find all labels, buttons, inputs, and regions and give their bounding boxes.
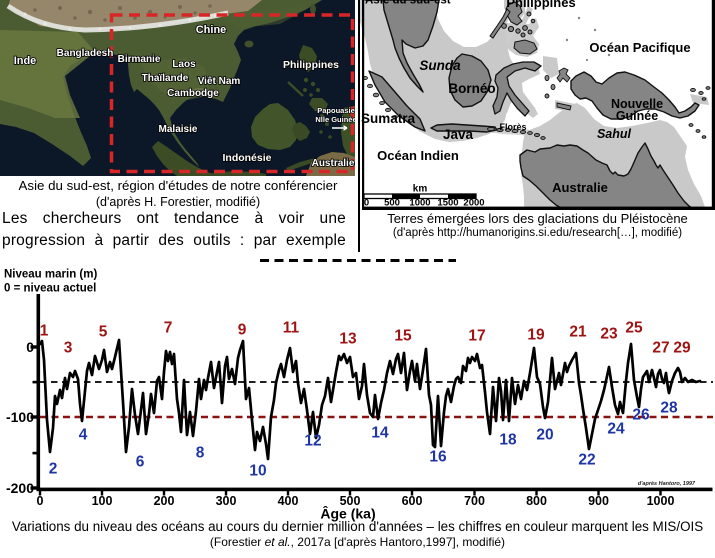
svg-text:13: 13 bbox=[339, 331, 357, 348]
svg-text:22: 22 bbox=[578, 452, 595, 469]
svg-text:14: 14 bbox=[371, 425, 389, 442]
svg-text:Nlle Guinée: Nlle Guinée bbox=[315, 115, 355, 124]
svg-text:Sahul: Sahul bbox=[597, 127, 632, 141]
svg-text:8: 8 bbox=[196, 445, 205, 462]
svg-text:0: 0 bbox=[37, 494, 44, 508]
svg-text:16: 16 bbox=[429, 449, 447, 466]
svg-text:-100: -100 bbox=[6, 409, 34, 425]
svg-text:Guinée: Guinée bbox=[616, 109, 658, 123]
svg-text:5: 5 bbox=[99, 324, 108, 341]
svg-text:Bangladesh: Bangladesh bbox=[57, 48, 114, 59]
svg-text:6: 6 bbox=[136, 454, 145, 471]
svg-text:800: 800 bbox=[526, 494, 547, 508]
svg-text:Chine: Chine bbox=[196, 24, 227, 36]
svg-text:28: 28 bbox=[660, 400, 678, 417]
svg-text:Viêt Nam: Viêt Nam bbox=[198, 76, 241, 87]
svg-text:km: km bbox=[413, 184, 428, 195]
svg-text:Philippines: Philippines bbox=[283, 59, 339, 71]
svg-text:900: 900 bbox=[588, 494, 609, 508]
svg-text:0: 0 bbox=[26, 339, 34, 355]
svg-text:9: 9 bbox=[238, 322, 247, 339]
svg-text:2000: 2000 bbox=[463, 198, 484, 209]
svg-text:21: 21 bbox=[569, 324, 587, 341]
svg-text:600: 600 bbox=[402, 494, 423, 508]
svg-text:1000: 1000 bbox=[409, 198, 430, 209]
svg-text:500: 500 bbox=[384, 198, 400, 209]
svg-text:26: 26 bbox=[632, 407, 650, 424]
svg-text:11: 11 bbox=[283, 320, 300, 337]
svg-text:4: 4 bbox=[79, 427, 88, 444]
svg-text:Sumatra: Sumatra bbox=[361, 111, 416, 126]
svg-text:18: 18 bbox=[499, 432, 517, 449]
svg-text:Océan Pacifique: Océan Pacifique bbox=[589, 40, 690, 55]
svg-text:700: 700 bbox=[464, 494, 485, 508]
svg-text:Sunda: Sunda bbox=[419, 58, 461, 73]
svg-text:1000: 1000 bbox=[647, 494, 675, 508]
svg-text:12: 12 bbox=[304, 433, 321, 450]
svg-text:400: 400 bbox=[278, 494, 299, 508]
svg-text:3: 3 bbox=[64, 340, 73, 357]
svg-text:Birmanie: Birmanie bbox=[118, 54, 161, 65]
svg-text:300: 300 bbox=[216, 494, 237, 508]
svg-text:Nouvelle: Nouvelle bbox=[611, 97, 663, 111]
svg-text:25: 25 bbox=[625, 320, 643, 337]
svg-text:2: 2 bbox=[49, 461, 58, 478]
svg-text:Âge (ka): Âge (ka) bbox=[320, 505, 375, 522]
svg-text:20: 20 bbox=[536, 427, 553, 444]
svg-text:Australie: Australie bbox=[552, 180, 608, 195]
svg-text:100: 100 bbox=[92, 494, 113, 508]
svg-text:1500: 1500 bbox=[437, 198, 458, 209]
svg-text:Niveau marin (m): Niveau marin (m) bbox=[4, 269, 97, 281]
svg-text:7: 7 bbox=[164, 320, 173, 337]
svg-text:1: 1 bbox=[40, 323, 49, 340]
svg-text:29: 29 bbox=[673, 340, 691, 357]
svg-text:0: 0 bbox=[364, 198, 369, 209]
svg-text:Inde: Inde bbox=[14, 55, 37, 67]
svg-text:-200: -200 bbox=[6, 480, 34, 496]
svg-text:23: 23 bbox=[600, 326, 618, 343]
svg-text:17: 17 bbox=[468, 328, 485, 345]
svg-text:0 = niveau actuel: 0 = niveau actuel bbox=[4, 283, 96, 295]
svg-text:Malaisie: Malaisie bbox=[159, 124, 198, 135]
svg-text:Laos: Laos bbox=[172, 59, 196, 70]
svg-text:Indonésie: Indonésie bbox=[222, 152, 271, 164]
svg-text:200: 200 bbox=[154, 494, 175, 508]
svg-text:Asie du sud-est: Asie du sud-est bbox=[365, 0, 451, 7]
svg-text:Florès: Florès bbox=[499, 122, 526, 132]
svg-text:Thaïlande: Thaïlande bbox=[142, 73, 189, 84]
svg-text:Philippines: Philippines bbox=[506, 0, 575, 10]
svg-text:27: 27 bbox=[652, 340, 669, 357]
svg-text:d'après Hantoro, 1997: d'après Hantoro, 1997 bbox=[638, 481, 696, 487]
svg-text:15: 15 bbox=[394, 328, 412, 345]
svg-text:19: 19 bbox=[527, 327, 545, 344]
svg-text:24: 24 bbox=[607, 421, 625, 438]
svg-text:Océan Indien: Océan Indien bbox=[377, 148, 459, 163]
svg-text:Java: Java bbox=[443, 127, 474, 142]
svg-text:500: 500 bbox=[340, 494, 361, 508]
svg-text:10: 10 bbox=[249, 463, 266, 480]
svg-text:Papouasie: Papouasie bbox=[317, 106, 355, 115]
svg-text:Cambodge: Cambodge bbox=[167, 88, 219, 99]
svg-text:Australie: Australie bbox=[312, 158, 355, 169]
svg-text:Bornéo: Bornéo bbox=[448, 81, 495, 96]
